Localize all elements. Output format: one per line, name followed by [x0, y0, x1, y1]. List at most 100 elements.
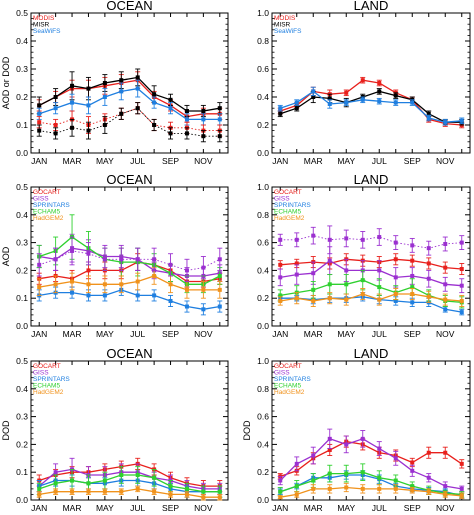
x-tick-label: JUL — [372, 503, 387, 513]
data-point — [410, 488, 415, 493]
data-point — [102, 257, 107, 262]
legend-entry-hadgem2: HadGEM2 — [274, 389, 305, 396]
y-tick-label: 0.2 — [257, 467, 269, 477]
data-point — [278, 262, 283, 267]
legend-entry-echam5: ECHAM5 — [33, 383, 60, 390]
data-point — [344, 471, 349, 476]
data-point — [443, 282, 448, 287]
data-point — [152, 475, 157, 480]
data-point — [152, 92, 157, 97]
data-point — [184, 287, 189, 292]
data-point — [86, 481, 91, 486]
data-point — [278, 106, 283, 111]
plot-frame — [30, 12, 229, 154]
series-hadgem2 — [277, 482, 465, 500]
x-tick-label: NOV — [194, 156, 213, 166]
data-point — [70, 83, 75, 88]
panel-title: LAND — [354, 0, 389, 13]
data-point — [278, 293, 283, 298]
data-point — [459, 493, 464, 498]
data-point — [184, 486, 189, 491]
x-tick-label: MAR — [304, 156, 323, 166]
y-tick-label: 0.0 — [16, 321, 28, 331]
panel-title: OCEAN — [106, 172, 152, 187]
data-point — [459, 118, 464, 123]
series-line — [38, 468, 220, 490]
data-point — [37, 486, 42, 491]
chart-panel-3: OCEAN 0.0 0.1 0.2 0.3 0.4 0.5 JAN MAR MAY JUL SEP NO… — [1, 172, 229, 339]
y-tick-label: 0.6 — [257, 412, 269, 422]
legend-entry-echam5: ECHAM5 — [33, 209, 60, 216]
data-point — [70, 279, 75, 284]
y-tick-label: 0.5 — [16, 356, 28, 366]
data-point — [70, 100, 75, 105]
data-point — [168, 131, 173, 136]
data-point — [37, 285, 42, 290]
legend-entry-gocart: GOCART — [33, 363, 61, 370]
data-point — [217, 106, 222, 111]
data-point — [294, 492, 299, 497]
x-tick-label: JUL — [372, 156, 387, 166]
legend-entry-misr: MISR — [274, 22, 291, 29]
data-point — [294, 461, 299, 466]
x-tick-label: MAY — [337, 156, 355, 166]
x-tick-label: NOV — [436, 503, 455, 513]
data-point — [377, 89, 382, 94]
data-point — [86, 86, 91, 91]
series-line — [280, 259, 462, 287]
data-point — [168, 492, 173, 497]
data-point — [184, 109, 189, 113]
x-tick-label: JUL — [372, 329, 387, 339]
data-point — [86, 282, 91, 287]
data-point — [278, 478, 283, 483]
data-point — [410, 300, 415, 305]
y-tick-label: 0.3 — [16, 238, 28, 248]
series-line — [39, 107, 220, 132]
data-point — [152, 123, 157, 127]
data-point — [311, 298, 316, 303]
series-line — [280, 279, 462, 304]
data-point — [278, 111, 283, 116]
x-tick-label: NOV — [436, 329, 455, 339]
series-line — [39, 275, 220, 291]
data-point — [168, 298, 173, 303]
data-point — [217, 489, 222, 494]
data-point — [311, 287, 316, 292]
y-tick-label: 0.2 — [16, 265, 28, 275]
data-point — [311, 95, 316, 99]
data-point — [344, 100, 349, 105]
x-tick-label: MAY — [337, 503, 355, 513]
data-point — [201, 307, 206, 312]
legend-entry-echam5: ECHAM5 — [274, 209, 301, 216]
legend-entry-hadgem2: HadGEM2 — [33, 215, 64, 222]
data-point — [294, 272, 299, 277]
data-point — [102, 282, 107, 287]
x-tick-label: JUL — [130, 503, 145, 513]
y-tick-label: 0.4 — [16, 36, 28, 46]
data-point — [393, 298, 398, 303]
panel-title: OCEAN — [106, 0, 152, 13]
data-point — [443, 484, 448, 489]
series-line — [280, 440, 463, 478]
data-point — [53, 257, 58, 262]
series-line — [280, 235, 462, 249]
data-point — [443, 307, 448, 312]
data-point — [119, 282, 124, 287]
data-point — [152, 100, 157, 105]
series-dashed-6 — [36, 236, 223, 282]
data-point — [37, 128, 42, 133]
y-tick-label: 0.0 — [16, 148, 28, 158]
legend-entry-giss: GISS — [274, 370, 290, 377]
data-point — [311, 89, 316, 94]
data-point — [102, 489, 107, 494]
data-point — [37, 111, 42, 116]
data-point — [135, 106, 140, 111]
data-point — [443, 265, 448, 270]
x-tick-label: JAN — [31, 329, 47, 339]
data-point — [53, 470, 58, 475]
data-point — [294, 296, 299, 301]
data-point — [360, 436, 365, 441]
y-tick-label: 0.1 — [16, 120, 28, 130]
y-tick-label: 1.0 — [257, 8, 269, 18]
